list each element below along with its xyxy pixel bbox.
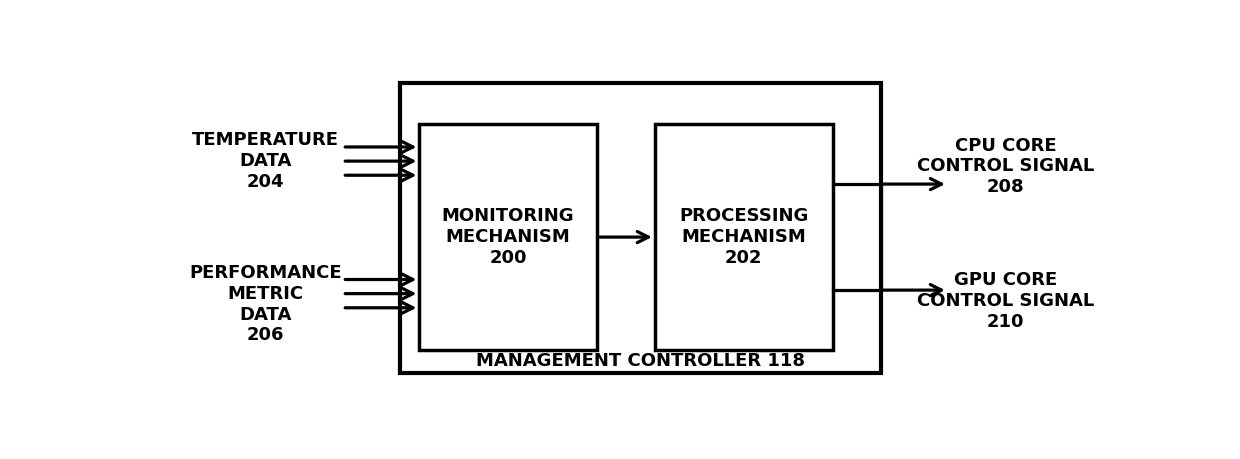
Text: CPU CORE
CONTROL SIGNAL
208: CPU CORE CONTROL SIGNAL 208 bbox=[916, 137, 1094, 196]
Bar bbox=[655, 124, 832, 350]
Text: MONITORING
MECHANISM
200: MONITORING MECHANISM 200 bbox=[441, 207, 574, 267]
Bar bbox=[401, 84, 880, 373]
Bar bbox=[419, 124, 598, 350]
Text: TEMPERATURE
DATA
204: TEMPERATURE DATA 204 bbox=[192, 131, 339, 191]
Text: GPU CORE
CONTROL SIGNAL
210: GPU CORE CONTROL SIGNAL 210 bbox=[916, 271, 1094, 330]
Text: PROCESSING
MECHANISM
202: PROCESSING MECHANISM 202 bbox=[680, 207, 808, 267]
Text: MANAGEMENT CONTROLLER 118: MANAGEMENT CONTROLLER 118 bbox=[476, 352, 805, 370]
Text: PERFORMANCE
METRIC
DATA
206: PERFORMANCE METRIC DATA 206 bbox=[190, 264, 342, 344]
